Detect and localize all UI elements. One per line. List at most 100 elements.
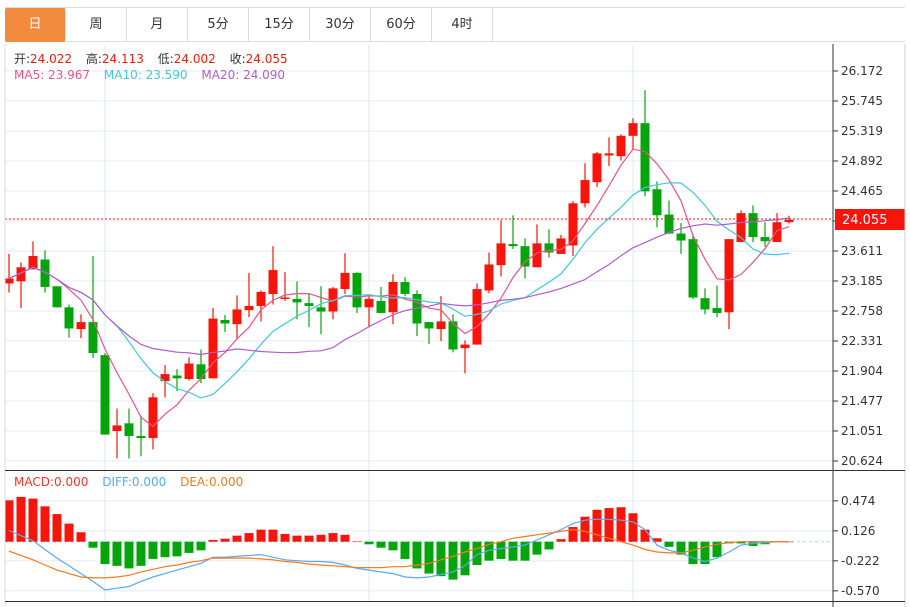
price-tick-label: 24.465: [841, 184, 883, 198]
candle-body: [628, 123, 638, 136]
macd-info: MACD:0.000 DIFF:0.000 DEA:0.000: [14, 475, 243, 489]
tab-15min[interactable]: 15分: [249, 8, 310, 42]
macd-bar: [52, 514, 62, 542]
macd-bar: [64, 523, 74, 542]
candle-body: [4, 278, 14, 284]
candle-body: [772, 222, 782, 242]
tab-day[interactable]: 日: [5, 8, 66, 42]
candle-body: [268, 270, 278, 294]
macd-bar: [484, 541, 494, 561]
candle-body: [40, 259, 50, 287]
price-tick-label: 21.477: [841, 394, 883, 408]
price-tick-label: 20.624: [841, 454, 883, 468]
ma10-line: [8, 182, 790, 399]
candle-body: [748, 213, 758, 238]
macd-bar: [4, 500, 14, 542]
macd-bar: [76, 532, 86, 542]
macd-bar: [556, 539, 566, 542]
grid-lines: [5, 44, 833, 601]
macd-tick-label: 0.126: [841, 524, 875, 538]
candle-body: [652, 189, 662, 216]
candle-body: [172, 375, 182, 379]
macd-axis: 0.474 0.126 -0.222 -0.570: [833, 494, 880, 598]
tab-4hour[interactable]: 4时: [432, 8, 493, 42]
candle-body: [412, 293, 422, 324]
macd-bar: [100, 541, 110, 565]
macd-bar: [88, 541, 98, 548]
candle-body: [64, 307, 74, 329]
tab-30min[interactable]: 30分: [310, 8, 371, 42]
macd-bar: [532, 541, 542, 555]
dea-value: DEA:0.000: [180, 475, 244, 489]
diff-line: [8, 518, 789, 591]
period-tabs: 日 周 月 5分 15分 30分 60分 4时: [5, 7, 905, 42]
macd-bar: [592, 509, 602, 542]
price-tick-label: 22.758: [841, 304, 883, 318]
macd-bar: [736, 541, 746, 544]
candle-body: [364, 298, 374, 308]
candle-body: [388, 282, 398, 313]
macd-bar: [544, 541, 554, 550]
candle-body: [556, 238, 566, 254]
macd-bar: [508, 541, 518, 561]
high-label: 高:: [85, 52, 102, 66]
macd-bar: [304, 535, 314, 542]
candle-body: [280, 297, 290, 299]
macd-bar: [268, 529, 278, 542]
candle-body: [256, 291, 266, 306]
candle-body: [124, 423, 134, 436]
last-price-badge: [835, 209, 905, 230]
macd-bar: [520, 541, 530, 561]
close-value: 24.055: [245, 52, 288, 66]
macd-bar: [412, 541, 422, 569]
macd-bar: [712, 541, 722, 558]
macd-bar: [664, 541, 674, 547]
low-label: 低:: [157, 52, 174, 66]
tab-week[interactable]: 周: [66, 8, 127, 42]
macd-bar: [364, 541, 374, 545]
candle-body: [508, 244, 518, 247]
macd-bar: [244, 533, 254, 542]
candle-body: [376, 301, 386, 313]
macd-bar: [460, 541, 470, 576]
last-price-label: 24.055: [842, 213, 888, 228]
ma5-line: [8, 148, 790, 428]
candle-body: [664, 214, 674, 234]
macd-bar: [256, 529, 266, 542]
macd-histogram: [4, 496, 794, 580]
candle-body: [532, 243, 542, 268]
candles: [4, 90, 794, 459]
tab-month[interactable]: 月: [127, 8, 188, 42]
macd-bar: [388, 541, 398, 551]
candle-body: [184, 363, 194, 380]
candle-body: [472, 289, 482, 345]
price-tick-label: 23.611: [841, 244, 883, 258]
candle-body: [580, 180, 590, 204]
tab-5min[interactable]: 5分: [188, 8, 249, 42]
macd-bar: [136, 541, 146, 566]
tab-60min[interactable]: 60分: [371, 8, 432, 42]
candle-body: [784, 219, 794, 223]
open-label: 开:: [14, 52, 31, 66]
macd-bar: [112, 541, 122, 566]
macd-bar: [580, 516, 590, 542]
macd-lines: [8, 518, 789, 591]
candle-body: [16, 267, 26, 282]
macd-bar: [172, 541, 182, 557]
diff-value: DIFF:0.000: [102, 475, 167, 489]
price-tick-label: 22.331: [841, 334, 883, 348]
candle-body: [244, 305, 254, 311]
candle-body: [316, 307, 326, 312]
candle-body: [292, 298, 302, 303]
candle-body: [544, 243, 554, 253]
price-tick-label: 24.892: [841, 154, 883, 168]
price-axis: 26.172 25.745 25.319 24.892 24.465 23.611 23.1…: [833, 64, 883, 468]
ma5-value: MA5: 23.967: [14, 68, 91, 82]
candle-body: [352, 272, 362, 308]
candle-body: [52, 286, 62, 308]
candle-body: [28, 256, 38, 270]
candle-body: [520, 246, 530, 267]
candle-body: [604, 153, 614, 156]
candle-body: [112, 425, 122, 432]
